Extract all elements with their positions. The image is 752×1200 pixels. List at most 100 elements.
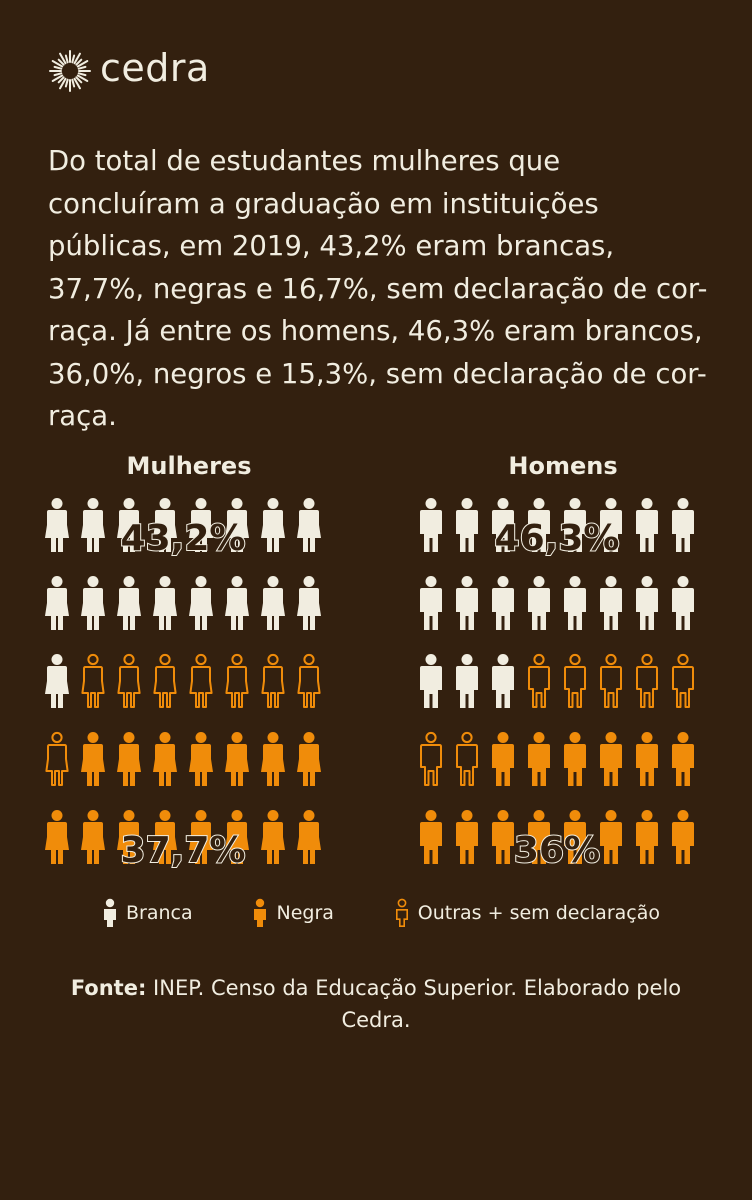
female-figure-icon-0-branca bbox=[45, 498, 69, 552]
female-figure-icon-10-branca bbox=[117, 576, 141, 630]
outline-figure-icon bbox=[395, 898, 408, 927]
male-figure-icon-8-branca bbox=[420, 576, 442, 630]
female-figure-icon-19-outline bbox=[153, 653, 177, 708]
female-figure-icon-7-branca bbox=[297, 498, 321, 552]
label-bottom-pct: 37,7% bbox=[121, 830, 246, 871]
female-figure-icon-27-negra bbox=[153, 732, 177, 786]
male-figure-icon-18-branca bbox=[492, 654, 514, 708]
female-figure-icon-2-branca bbox=[117, 498, 141, 552]
female-figure-icon-28-negra bbox=[189, 732, 213, 786]
male-figure-icon-33-negra bbox=[456, 810, 478, 864]
female-figure-icon-34-negra bbox=[117, 810, 141, 864]
male-figure-icon-31-negra bbox=[672, 732, 694, 786]
male-figure-icon-38-negra bbox=[636, 810, 658, 864]
source-text: INEP. Censo da Educação Superior. Elabor… bbox=[146, 976, 682, 1032]
male-figure-icon-10-branca bbox=[492, 576, 514, 630]
cedra-logo: cedra bbox=[48, 44, 210, 98]
female-figure-icon-18-outline bbox=[117, 653, 141, 708]
male-figure-icon-11-branca bbox=[528, 576, 550, 630]
male-figure-icon-3-branca bbox=[528, 498, 550, 552]
source-prefix: Fonte: bbox=[70, 976, 147, 1000]
male-figure-icon-5-branca bbox=[600, 498, 622, 552]
female-figure-icon-25-negra bbox=[81, 732, 105, 786]
male-figure-icon-35-negra bbox=[528, 810, 550, 864]
female-figure-icon-32-negra bbox=[45, 810, 69, 864]
female-figure-icon-1-branca bbox=[81, 498, 105, 552]
male-figure-icon-39-negra bbox=[672, 810, 694, 864]
male-figure-icon-15-branca bbox=[672, 576, 694, 630]
female-figure-icon-37-negra bbox=[225, 810, 249, 864]
female-figure-icon-39-negra bbox=[297, 810, 321, 864]
male-figure-icon-23-outline bbox=[672, 653, 694, 708]
female-figure-icon-12-branca bbox=[189, 576, 213, 630]
female-figure-icon-11-branca bbox=[153, 576, 177, 630]
sun-logo-icon bbox=[49, 50, 91, 92]
female-figure-icon-30-negra bbox=[261, 732, 285, 786]
female-figure-icon-24-outline bbox=[45, 731, 69, 786]
male-figure-icon-21-outline bbox=[600, 653, 622, 708]
male-figure-icon-19-outline bbox=[528, 653, 550, 708]
female-figure-icon-22-outline bbox=[261, 653, 285, 708]
male-figure-icon-24-outline bbox=[420, 731, 442, 786]
male-figure-icon-22-outline bbox=[636, 653, 658, 708]
female-figure-icon-4-branca bbox=[189, 498, 213, 552]
male-figure-icon-25-outline bbox=[456, 731, 478, 786]
label-top-pct: 43,2% bbox=[121, 518, 246, 559]
female-figure-icon-3-branca bbox=[153, 498, 177, 552]
male-figure-icon-28-negra bbox=[564, 732, 586, 786]
male-figure-icon-12-branca bbox=[564, 576, 586, 630]
men-pictogram: 46,3% 36% bbox=[420, 498, 694, 872]
female-figure-icon-15-branca bbox=[297, 576, 321, 630]
women-pictogram: 43,2% 37,7% bbox=[45, 498, 321, 872]
title-mulheres: Mulheres bbox=[126, 452, 252, 480]
female-figure-icon-26-negra bbox=[117, 732, 141, 786]
male-figure-icon-20-outline bbox=[564, 653, 586, 708]
female-figure-icon-23-outline bbox=[297, 653, 321, 708]
female-figure-icon-38-negra bbox=[261, 810, 285, 864]
orange-figure-icon bbox=[254, 898, 267, 927]
source-note: Fonte: INEP. Censo da Educação Superior.… bbox=[40, 972, 712, 1036]
female-figure-icon-5-branca bbox=[225, 498, 249, 552]
legend-item-negra: Negra bbox=[250, 898, 334, 928]
legend-label-negra: Negra bbox=[276, 902, 334, 924]
male-figure-icon-32-negra bbox=[420, 810, 442, 864]
male-figure-icon-34-negra bbox=[492, 810, 514, 864]
label-top-pct: 46,3% bbox=[495, 518, 620, 559]
female-figure-icon-17-outline bbox=[81, 653, 105, 708]
white-figure-icon bbox=[104, 898, 116, 927]
male-figure-icon-7-branca bbox=[672, 498, 694, 552]
legend-label-outras: Outras + sem declaração bbox=[417, 902, 660, 924]
legend-item-outras: Outras + sem declaração bbox=[392, 898, 660, 928]
female-figure-icon-6-branca bbox=[261, 498, 285, 552]
intro-text: Do total de estudantes mulheres que conc… bbox=[48, 145, 708, 432]
male-figure-icon-30-negra bbox=[636, 732, 658, 786]
legend-item-branca: Branca bbox=[100, 898, 193, 928]
female-figure-icon-9-branca bbox=[81, 576, 105, 630]
female-figure-icon-14-branca bbox=[261, 576, 285, 630]
male-figure-icon-9-branca bbox=[456, 576, 478, 630]
female-figure-icon-16-branca bbox=[45, 654, 69, 708]
female-figure-icon-20-outline bbox=[189, 653, 213, 708]
male-figure-icon-36-negra bbox=[564, 810, 586, 864]
male-figure-icon-17-branca bbox=[456, 654, 478, 708]
female-figure-icon-29-negra bbox=[225, 732, 249, 786]
female-figure-icon-36-negra bbox=[189, 810, 213, 864]
male-figure-icon-26-negra bbox=[492, 732, 514, 786]
male-figure-icon-4-branca bbox=[564, 498, 586, 552]
brand-name: cedra bbox=[100, 46, 210, 90]
male-figure-icon-6-branca bbox=[636, 498, 658, 552]
male-figure-icon-13-branca bbox=[600, 576, 622, 630]
female-figure-icon-21-outline bbox=[225, 653, 249, 708]
male-figure-icon-14-branca bbox=[636, 576, 658, 630]
female-figure-icon-35-negra bbox=[153, 810, 177, 864]
male-figure-icon-37-negra bbox=[600, 810, 622, 864]
male-figure-icon-2-branca bbox=[492, 498, 514, 552]
label-bottom-pct: 36% bbox=[514, 830, 600, 871]
female-figure-icon-8-branca bbox=[45, 576, 69, 630]
male-figure-icon-1-branca bbox=[456, 498, 478, 552]
male-figure-icon-27-negra bbox=[528, 732, 550, 786]
male-figure-icon-29-negra bbox=[600, 732, 622, 786]
female-figure-icon-13-branca bbox=[225, 576, 249, 630]
female-figure-icon-31-negra bbox=[297, 732, 321, 786]
male-figure-icon-16-branca bbox=[420, 654, 442, 708]
